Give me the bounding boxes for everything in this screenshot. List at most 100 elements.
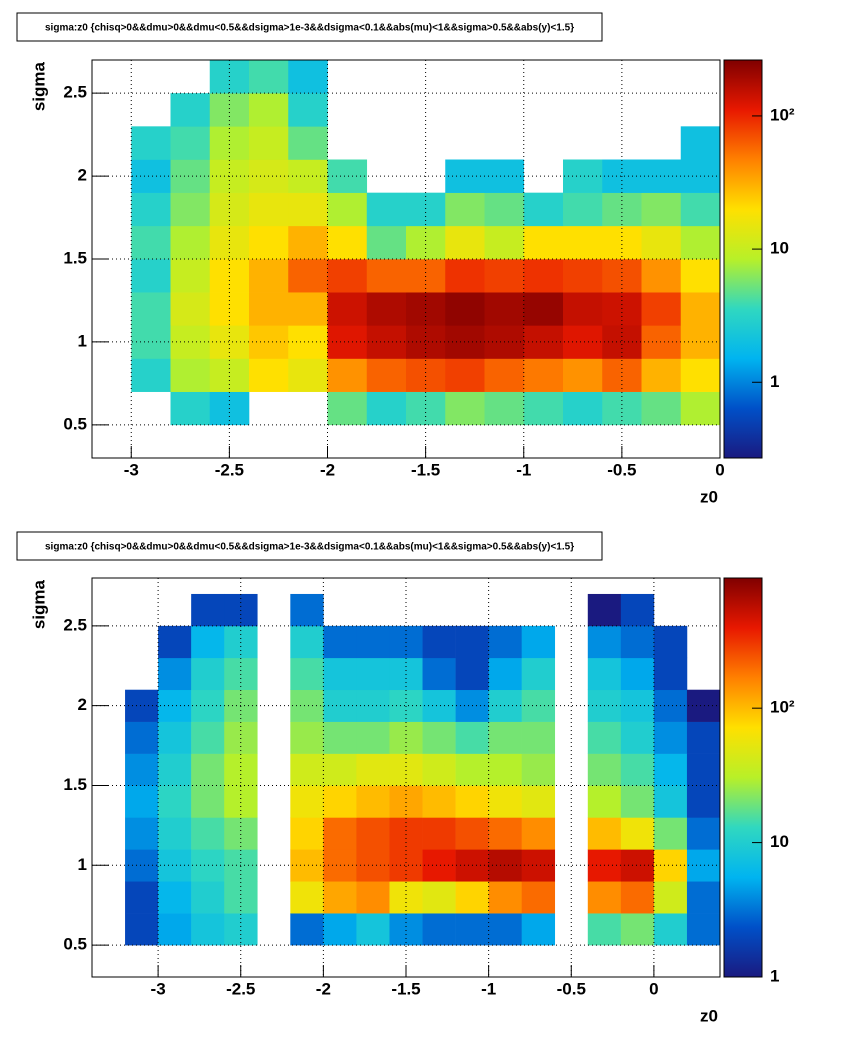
heat-cell xyxy=(422,785,456,818)
heat-cell xyxy=(523,192,564,227)
x-tick-label: -1.5 xyxy=(411,460,440,479)
x-tick-label: -2 xyxy=(316,979,331,998)
y-tick-label: 1.5 xyxy=(63,775,87,794)
x-tick-label: -3 xyxy=(151,979,166,998)
z-tick-label: 10² xyxy=(770,698,795,717)
x-tick-label: -1 xyxy=(516,460,531,479)
heat-cell xyxy=(563,391,603,426)
heat-cell xyxy=(484,292,525,326)
heat-cell xyxy=(323,913,357,946)
heat-cell xyxy=(249,192,289,227)
heat-cell xyxy=(249,259,289,293)
heat-cell xyxy=(323,817,357,850)
heat-cell xyxy=(641,225,682,260)
heat-cell xyxy=(445,358,485,392)
heat-cell xyxy=(521,657,556,691)
heat-cell xyxy=(131,192,171,227)
x-tick-label: -1.5 xyxy=(391,979,420,998)
heat-cell xyxy=(249,60,289,94)
heat-cell xyxy=(224,913,258,946)
heat-cell xyxy=(249,126,289,160)
heat-cell xyxy=(680,292,720,326)
heat-cell xyxy=(653,689,688,722)
z-tick-label: 10 xyxy=(770,832,789,851)
heat-cell xyxy=(488,657,522,691)
heat-cell xyxy=(653,849,688,882)
heat-cell xyxy=(455,881,489,914)
heat-cell xyxy=(422,625,456,659)
heat-cell xyxy=(620,913,655,946)
heat-cell xyxy=(125,817,159,850)
heat-cell xyxy=(523,259,564,293)
heat-cell xyxy=(686,785,720,818)
heat-cell xyxy=(290,625,324,659)
heat-cell xyxy=(620,625,655,659)
heat-cell xyxy=(445,159,485,193)
heat-cell xyxy=(158,657,192,691)
heat-cell xyxy=(488,785,522,818)
heat-cell xyxy=(191,721,225,754)
heat-cell xyxy=(389,657,423,691)
heat-cell xyxy=(641,358,682,392)
heat-cell xyxy=(620,721,655,754)
heat-cell xyxy=(484,192,525,227)
y-tick-label: 1 xyxy=(78,855,87,874)
heat-cell xyxy=(366,259,407,293)
heat-cell xyxy=(323,625,357,659)
heat-cell xyxy=(521,753,556,786)
heat-cell xyxy=(563,225,603,260)
heat-cell xyxy=(209,325,250,359)
heat-cell xyxy=(323,753,357,786)
heat-cell xyxy=(290,753,324,786)
heat-cell xyxy=(422,817,456,850)
x-axis-label: z0 xyxy=(700,1006,718,1025)
heat-cell xyxy=(523,358,564,392)
heat-cell xyxy=(131,292,171,326)
heat-cell xyxy=(406,325,446,359)
y-tick-label: 2 xyxy=(78,695,87,714)
heat-cell xyxy=(563,358,603,392)
heat-cell xyxy=(170,93,211,127)
heat-cell xyxy=(290,785,324,818)
heat-cell xyxy=(224,657,258,691)
y-tick-label: 2.5 xyxy=(63,83,87,102)
heat-cell xyxy=(158,625,192,659)
heat-cell xyxy=(356,881,390,914)
heat-cell xyxy=(327,325,368,359)
heat-cell xyxy=(653,881,688,914)
heat-cell xyxy=(125,721,159,754)
heat-cell xyxy=(290,817,324,850)
title-box xyxy=(16,12,603,42)
x-tick-label: -2 xyxy=(320,460,335,479)
heat-cell xyxy=(356,625,390,659)
heat-cell xyxy=(563,259,603,293)
heat-cell xyxy=(455,753,489,786)
heat-cell xyxy=(521,817,556,850)
heat-cell xyxy=(290,657,324,691)
heat-cell xyxy=(249,358,289,392)
heat-cell xyxy=(641,192,682,227)
heat-cell xyxy=(686,753,720,786)
heat-cell xyxy=(523,225,564,260)
heat-cell xyxy=(191,593,225,627)
heat-cell xyxy=(641,159,682,193)
heat-cell xyxy=(366,292,407,326)
heat-cell xyxy=(356,657,390,691)
heat-cell xyxy=(488,721,522,754)
heat-cell xyxy=(445,225,485,260)
color-bar xyxy=(723,577,763,978)
heat-cell xyxy=(158,753,192,786)
y-tick-label: 2 xyxy=(78,166,87,185)
heat-cell xyxy=(680,225,720,260)
heat-cell xyxy=(191,881,225,914)
heat-cell xyxy=(620,593,655,627)
heat-cell xyxy=(323,881,357,914)
heat-cell xyxy=(653,657,688,691)
heat-cell xyxy=(653,785,688,818)
heat-cell xyxy=(288,259,328,293)
heat-cell xyxy=(288,358,328,392)
heat-cell xyxy=(620,785,655,818)
heat-cell xyxy=(290,593,324,627)
heat-cell xyxy=(523,325,564,359)
